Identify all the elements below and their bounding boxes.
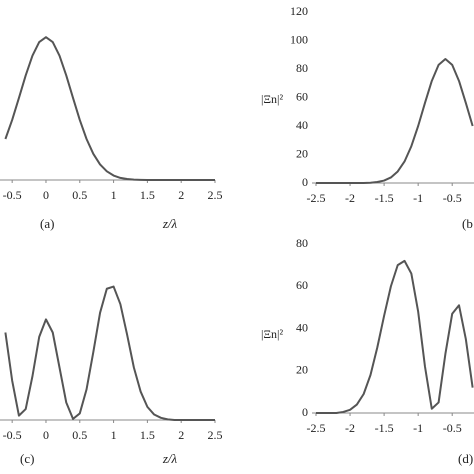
x-tick-label: -2: [345, 191, 355, 205]
x-tick-label: 1: [111, 188, 117, 202]
x-tick-label: -1: [413, 191, 423, 205]
x-tick-label: -2.5: [307, 191, 326, 205]
y-tick-label: 20: [296, 363, 308, 377]
x-tick-label: -2: [345, 421, 355, 435]
x-tick-label: 0: [43, 188, 49, 202]
x-tick-label: -0.5: [3, 428, 22, 442]
y-tick-label: 100: [290, 32, 308, 46]
x-tick-label: -0.5: [3, 188, 22, 202]
x-tick-label: 2.5: [208, 428, 223, 442]
y-tick-label: 20: [296, 146, 308, 160]
x-tick-label: 1.5: [140, 188, 155, 202]
curve: [4, 36, 215, 181]
x-tick-label: -0.5: [443, 421, 462, 435]
y-tick-label: 120: [290, 4, 308, 18]
y-tick-label: 40: [296, 118, 308, 132]
curve: [316, 259, 474, 414]
y-tick-label: 0: [302, 175, 308, 189]
x-tick-label: 1: [111, 428, 117, 442]
x-tick-label: 0.5: [72, 188, 87, 202]
curve: [4, 285, 215, 421]
panel-label: (c): [20, 451, 34, 466]
x-tick-label: 2.5: [208, 188, 223, 202]
x-tick-label: -1.5: [375, 191, 394, 205]
x-tick-label: 0: [43, 428, 49, 442]
y-tick-label: 0: [302, 405, 308, 419]
panel-label: (d): [458, 451, 473, 466]
y-tick-label: 80: [296, 236, 308, 250]
x-tick-label: 1.5: [140, 428, 155, 442]
y-tick-label: 40: [296, 320, 308, 334]
x-axis-label: z/λ: [162, 216, 178, 231]
y-axis-label: |Ξn|²: [261, 327, 284, 341]
x-tick-label: 2: [178, 188, 184, 202]
curve: [316, 58, 474, 184]
y-axis-label: |Ξn|²: [261, 92, 284, 106]
x-tick-label: -1.5: [375, 421, 394, 435]
x-tick-label: -2.5: [307, 421, 326, 435]
panel-label: (b: [462, 216, 473, 231]
x-tick-label: 2: [178, 428, 184, 442]
x-axis-label: z/λ: [162, 451, 178, 466]
panel-label: (a): [40, 216, 54, 231]
y-tick-label: 60: [296, 278, 308, 292]
y-tick-label: 60: [296, 89, 308, 103]
x-tick-label: -0.5: [443, 191, 462, 205]
x-tick-label: -1: [413, 421, 423, 435]
x-tick-label: 0.5: [72, 428, 87, 442]
y-tick-label: 80: [296, 61, 308, 75]
